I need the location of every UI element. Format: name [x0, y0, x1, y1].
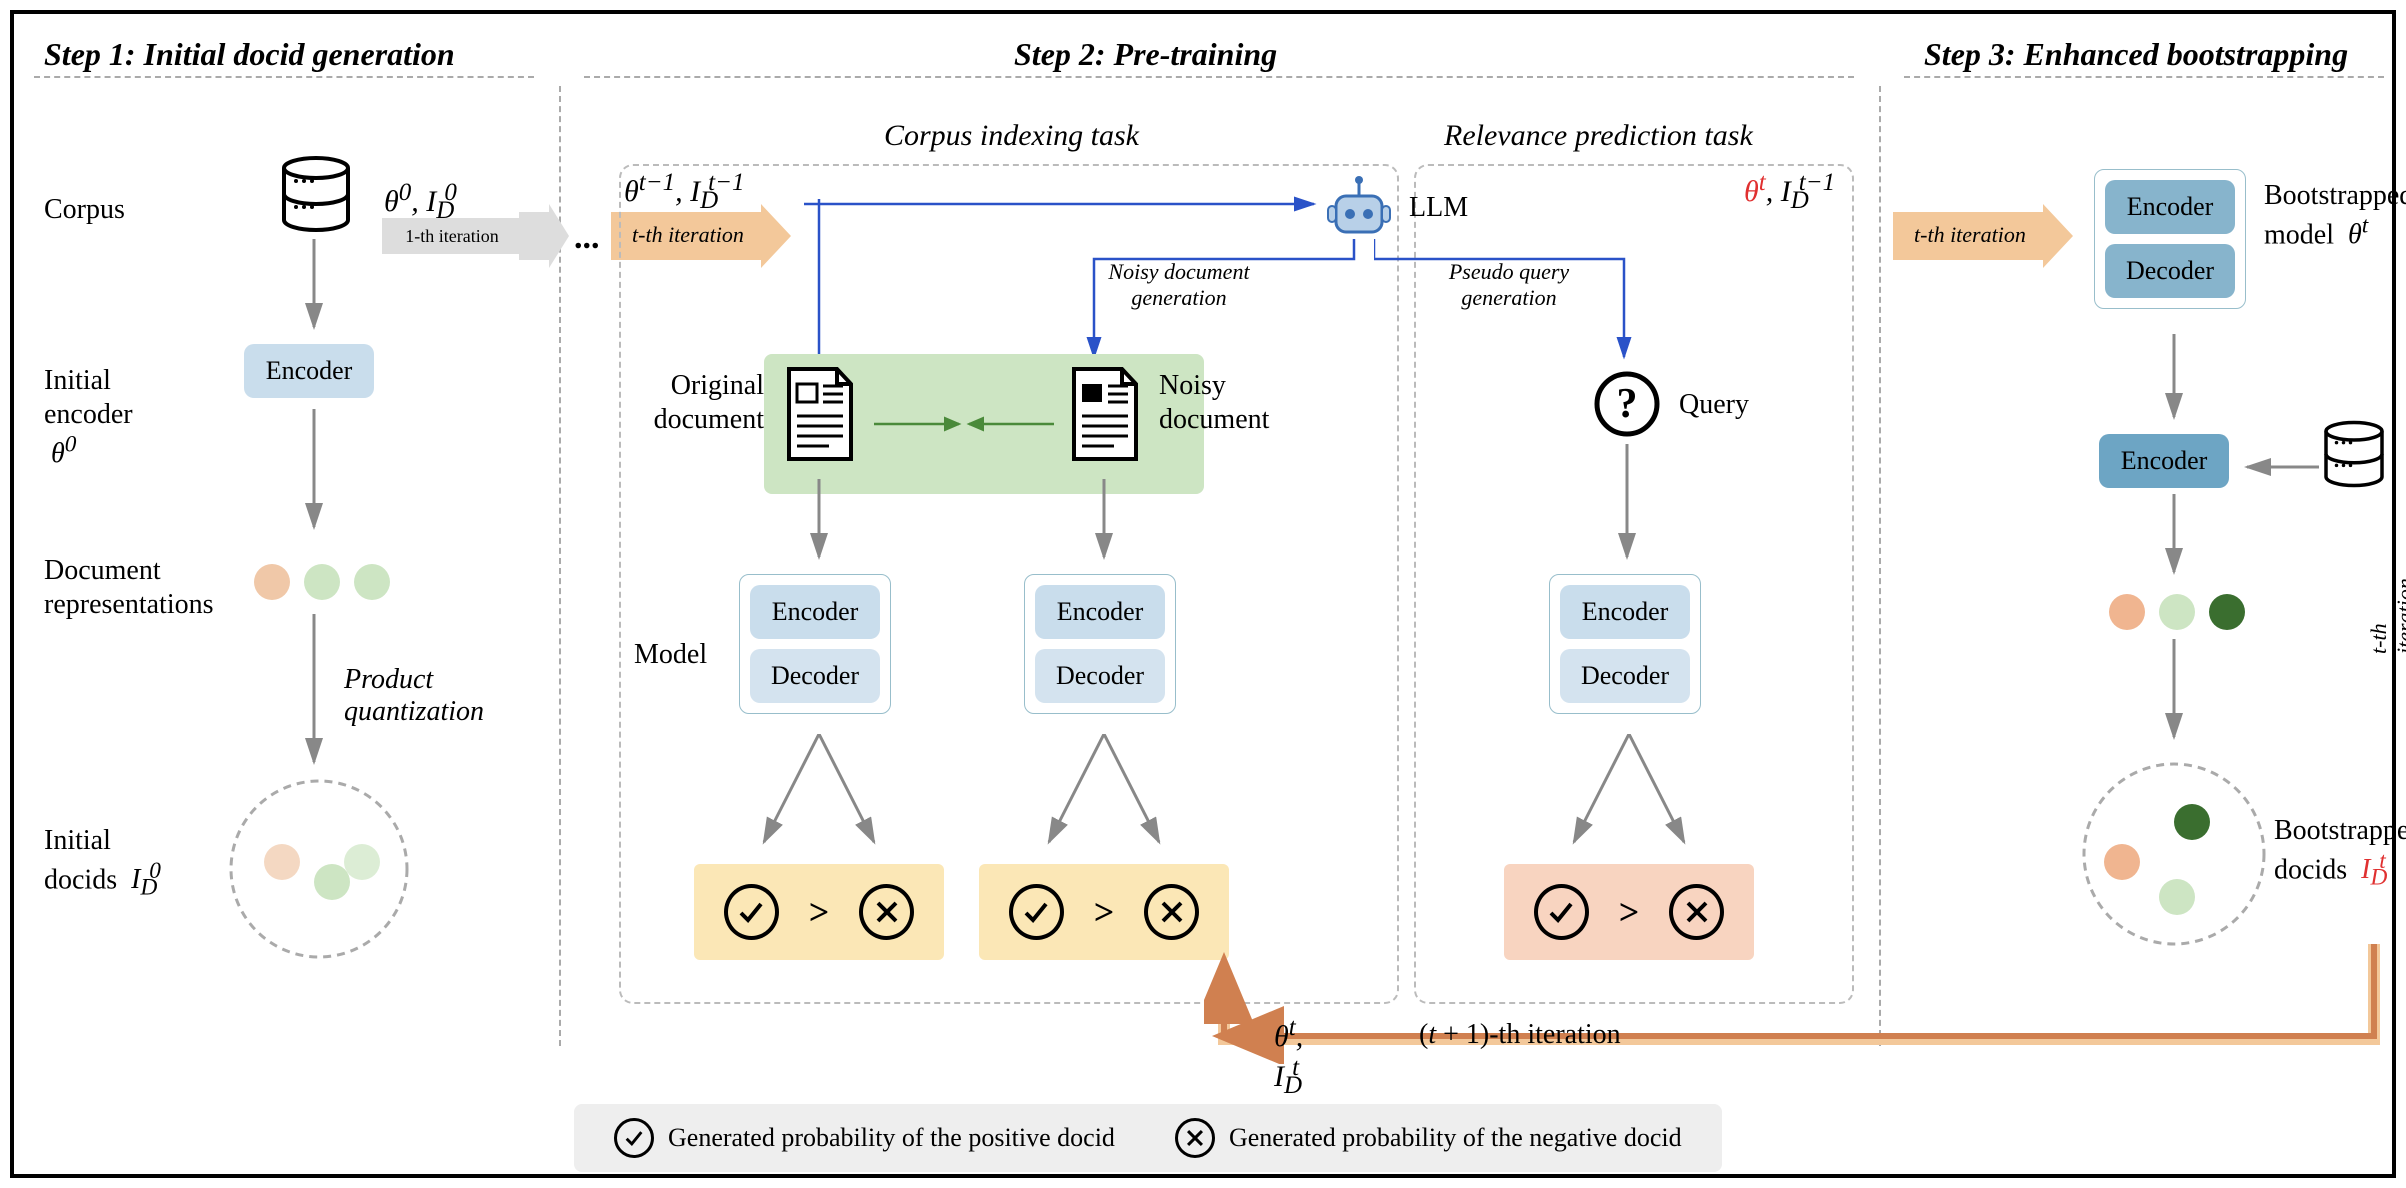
- arrow: [299, 409, 329, 539]
- dot: [2104, 844, 2140, 880]
- arrow: [1089, 479, 1119, 569]
- llm-label: LLM: [1409, 192, 1468, 224]
- step1-header: Step 1: Initial docid generation: [44, 36, 455, 73]
- greenarrow: [864, 409, 1064, 439]
- fork: [1549, 734, 1709, 854]
- step3-header: Step 3: Enhanced bootstrapping: [1924, 36, 2348, 73]
- cluster: [2074, 754, 2274, 954]
- bootmodel-label: Bootstrapped model θt: [2264, 179, 2404, 252]
- bigarrow: [519, 204, 569, 268]
- dot: [264, 844, 300, 880]
- encoder: Encoder: [750, 585, 880, 639]
- corpus-label: Corpus: [44, 194, 125, 226]
- result-box: >: [979, 864, 1229, 960]
- arrow: [2159, 639, 2189, 749]
- encoder: Encoder: [1560, 585, 1690, 639]
- robot-icon: [1324, 172, 1394, 247]
- document-icon: [1064, 364, 1144, 464]
- pq-label: Product quantization: [344, 664, 524, 728]
- corpus-task: Corpus indexing task: [884, 119, 1139, 153]
- x-icon: [1144, 884, 1199, 940]
- fork: [1024, 734, 1184, 854]
- gt: >: [809, 891, 830, 933]
- legend: Generated probability of the positive do…: [574, 1104, 1722, 1172]
- dot: [2174, 804, 2210, 840]
- check-icon: [724, 884, 779, 940]
- feedback-arrow: [1204, 944, 2394, 1064]
- arrow: [2159, 334, 2189, 429]
- dot: [2159, 879, 2195, 915]
- encoder: Encoder: [1035, 585, 1165, 639]
- tth3: t-th iteration: [1914, 222, 2026, 248]
- vdivider: [1879, 86, 1881, 1046]
- encoder-box: Encoder: [2099, 434, 2229, 488]
- bootdocid-label: Bootstrapped docids IDt: [2274, 814, 2406, 893]
- divider: [584, 76, 1854, 78]
- model-frame: Encoder Decoder: [1549, 574, 1701, 714]
- arrow: [299, 614, 329, 774]
- dot: [344, 844, 380, 880]
- x-icon: [859, 884, 914, 940]
- theta3-in: θt, IDt−1: [1744, 169, 1835, 215]
- encoder: Encoder: [2105, 180, 2235, 234]
- gt: >: [1094, 891, 1115, 933]
- initenc-label: Initial encoder θ0: [44, 364, 154, 470]
- bluearrow: [804, 189, 1324, 219]
- svg-text:?: ?: [1617, 381, 1638, 427]
- dot: [2209, 594, 2245, 630]
- document-icon: [779, 364, 859, 464]
- encoder-box: Encoder: [244, 344, 374, 398]
- nextiter: (t + 1)-th iteration: [1419, 1019, 1621, 1051]
- dot: [354, 564, 390, 600]
- check-icon: [1009, 884, 1064, 940]
- initdocid-label: Initial docids ID0: [44, 824, 174, 903]
- decoder: Decoder: [2105, 244, 2235, 298]
- query-icon: ?: [1592, 369, 1662, 444]
- dot: [2109, 594, 2145, 630]
- decoder: Decoder: [1035, 649, 1165, 703]
- fork: [739, 734, 899, 854]
- model-frame: Encoder Decoder: [2094, 169, 2246, 309]
- arrow: [299, 239, 329, 339]
- dot: [304, 564, 340, 600]
- x-icon: [1669, 884, 1724, 940]
- arrow: [804, 479, 834, 569]
- database-icon: [2319, 419, 2389, 494]
- decoder: Decoder: [750, 649, 880, 703]
- divider: [34, 76, 534, 78]
- arrow: [1612, 444, 1642, 569]
- dot: [254, 564, 290, 600]
- bluearrow: [1084, 239, 1364, 369]
- bluearrow: [1374, 239, 1634, 369]
- result-box: >: [694, 864, 944, 960]
- iter1-label: 1-th iteration: [382, 218, 522, 254]
- decoder: Decoder: [1560, 649, 1690, 703]
- check-icon: [1534, 884, 1589, 940]
- docrep-label: Document representations: [44, 554, 244, 621]
- arrow: [2239, 452, 2324, 482]
- gt: >: [1619, 891, 1640, 933]
- dot: [2159, 594, 2195, 630]
- diagram-frame: Step 1: Initial docid generation Step 2:…: [10, 10, 2396, 1178]
- model-frame: Encoder Decoder: [739, 574, 891, 714]
- legend-pos: Generated probability of the positive do…: [668, 1123, 1115, 1153]
- model-frame: Encoder Decoder: [1024, 574, 1176, 714]
- query-label: Query: [1679, 389, 1749, 421]
- relevance-task: Relevance prediction task: [1444, 119, 1753, 153]
- side-iter: t-th iteration: [2366, 578, 2406, 654]
- dots: ...: [574, 219, 600, 257]
- noisydoc-label: Noisy document: [1159, 369, 1289, 436]
- database-icon: [276, 154, 356, 239]
- arrow: [2159, 494, 2189, 584]
- legend-neg: Generated probability of the negative do…: [1229, 1123, 1682, 1153]
- origdoc-label: Original document: [634, 369, 764, 436]
- check-icon: [614, 1118, 654, 1158]
- x-icon: [1175, 1118, 1215, 1158]
- theta-out: θt, IDt: [1274, 1014, 1336, 1100]
- step2-header: Step 2: Pre-training: [1014, 36, 1277, 73]
- divider: [1904, 76, 2384, 78]
- model-label: Model: [634, 639, 707, 671]
- blueleg: [809, 189, 839, 354]
